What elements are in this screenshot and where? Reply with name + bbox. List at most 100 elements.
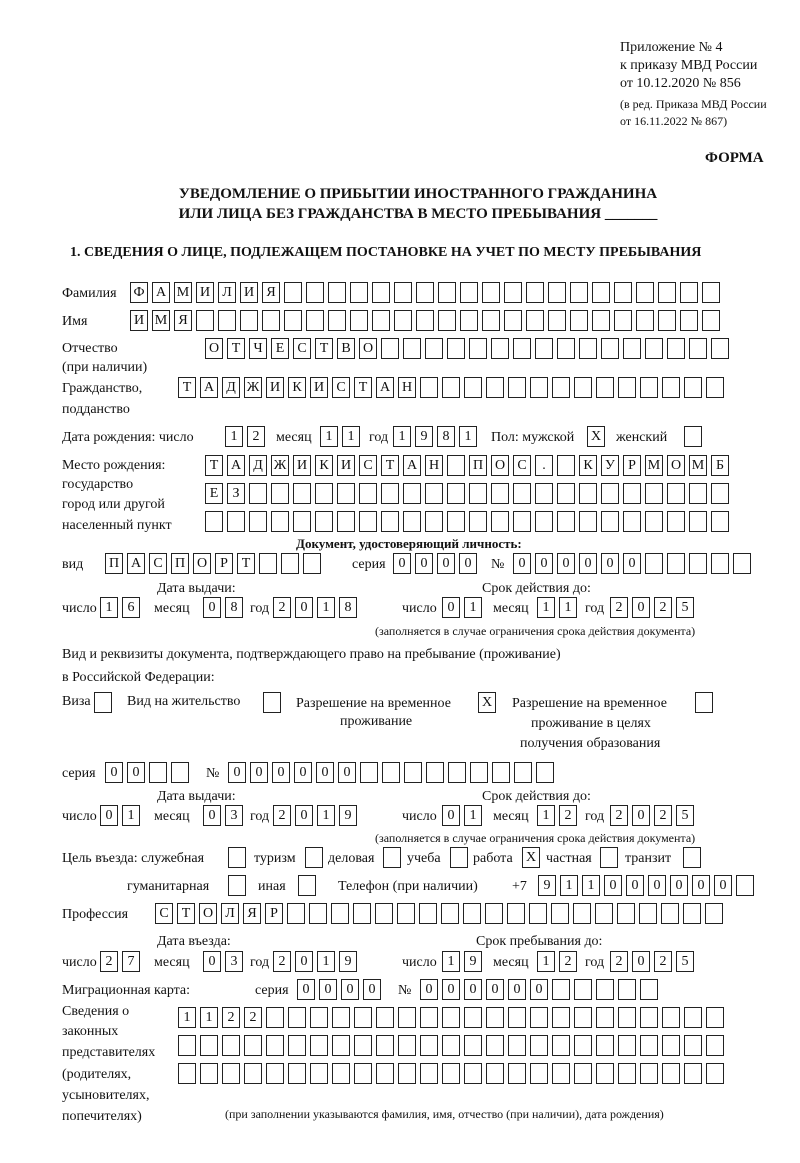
char-box[interactable]: 0	[295, 597, 313, 618]
char-box[interactable]	[557, 483, 575, 504]
char-box[interactable]	[579, 338, 597, 359]
char-box[interactable]	[171, 762, 189, 783]
char-box[interactable]	[464, 377, 482, 398]
char-box[interactable]	[702, 310, 720, 331]
char-box[interactable]	[617, 903, 635, 924]
char-box[interactable]	[623, 338, 641, 359]
char-box[interactable]: 0	[604, 875, 622, 896]
char-box[interactable]	[689, 511, 707, 532]
char-box[interactable]	[695, 692, 713, 713]
char-box[interactable]	[372, 282, 390, 303]
char-box[interactable]	[486, 1007, 504, 1028]
char-box[interactable]	[178, 1063, 196, 1084]
char-box[interactable]	[570, 310, 588, 331]
char-box[interactable]	[288, 1035, 306, 1056]
char-box[interactable]: М	[152, 310, 170, 331]
char-box[interactable]: 8	[437, 426, 455, 447]
char-box[interactable]: 0	[601, 553, 619, 574]
char-box[interactable]: 0	[513, 553, 531, 574]
char-box[interactable]	[354, 1063, 372, 1084]
char-box[interactable]: 1	[537, 951, 555, 972]
char-box[interactable]	[645, 338, 663, 359]
char-box[interactable]: К	[579, 455, 597, 476]
char-box[interactable]	[332, 1035, 350, 1056]
char-box[interactable]	[469, 338, 487, 359]
char-box[interactable]	[442, 1035, 460, 1056]
char-box[interactable]	[530, 1063, 548, 1084]
char-box[interactable]	[618, 1007, 636, 1028]
char-box[interactable]	[614, 282, 632, 303]
char-box[interactable]	[667, 553, 685, 574]
char-box[interactable]	[486, 1063, 504, 1084]
char-box[interactable]: Р	[215, 553, 233, 574]
char-box[interactable]: И	[196, 282, 214, 303]
char-box[interactable]	[249, 511, 267, 532]
char-box[interactable]	[639, 903, 657, 924]
char-box[interactable]: 0	[228, 762, 246, 783]
char-box[interactable]: 0	[203, 597, 221, 618]
char-box[interactable]	[640, 1007, 658, 1028]
char-box[interactable]	[552, 1063, 570, 1084]
char-box[interactable]	[249, 483, 267, 504]
char-box[interactable]: Т	[178, 377, 196, 398]
char-box[interactable]: 0	[442, 979, 460, 1000]
char-box[interactable]: 2	[222, 1007, 240, 1028]
char-box[interactable]	[425, 511, 443, 532]
char-box[interactable]	[353, 903, 371, 924]
char-box[interactable]	[306, 282, 324, 303]
char-box[interactable]	[262, 310, 280, 331]
char-box[interactable]	[684, 1007, 702, 1028]
char-box[interactable]: 0	[632, 597, 650, 618]
char-box[interactable]: 0	[100, 805, 118, 826]
char-box[interactable]	[680, 310, 698, 331]
char-box[interactable]	[354, 1035, 372, 1056]
char-box[interactable]: 1	[464, 597, 482, 618]
char-box[interactable]	[284, 310, 302, 331]
char-box[interactable]	[240, 310, 258, 331]
char-box[interactable]: С	[293, 338, 311, 359]
char-box[interactable]: Е	[271, 338, 289, 359]
char-box[interactable]	[645, 483, 663, 504]
char-box[interactable]	[448, 762, 466, 783]
char-box[interactable]	[711, 338, 729, 359]
char-box[interactable]	[640, 377, 658, 398]
char-box[interactable]	[442, 1007, 460, 1028]
char-box[interactable]	[706, 377, 724, 398]
char-box[interactable]	[592, 282, 610, 303]
char-box[interactable]	[438, 282, 456, 303]
temp-residence-checkbox[interactable]: X	[478, 692, 496, 713]
char-box[interactable]	[420, 1063, 438, 1084]
char-box[interactable]: П	[105, 553, 123, 574]
char-box[interactable]	[711, 553, 729, 574]
char-box[interactable]	[684, 1035, 702, 1056]
char-box[interactable]	[222, 1063, 240, 1084]
char-box[interactable]	[464, 1035, 482, 1056]
char-box[interactable]: 2	[610, 805, 628, 826]
char-box[interactable]: X	[478, 692, 496, 713]
char-box[interactable]: 0	[250, 762, 268, 783]
char-box[interactable]: 6	[122, 597, 140, 618]
char-box[interactable]: X	[587, 426, 605, 447]
char-box[interactable]	[228, 847, 246, 868]
char-box[interactable]	[271, 511, 289, 532]
char-box[interactable]: А	[200, 377, 218, 398]
char-box[interactable]	[306, 310, 324, 331]
char-box[interactable]: С	[332, 377, 350, 398]
char-box[interactable]	[640, 979, 658, 1000]
char-box[interactable]	[706, 1007, 724, 1028]
char-box[interactable]: 2	[273, 951, 291, 972]
char-box[interactable]: 0	[579, 553, 597, 574]
char-box[interactable]	[464, 1063, 482, 1084]
sex-male-checkbox[interactable]: X	[587, 426, 605, 447]
char-box[interactable]: 0	[508, 979, 526, 1000]
char-box[interactable]	[420, 1007, 438, 1028]
char-box[interactable]: О	[359, 338, 377, 359]
char-box[interactable]	[645, 511, 663, 532]
